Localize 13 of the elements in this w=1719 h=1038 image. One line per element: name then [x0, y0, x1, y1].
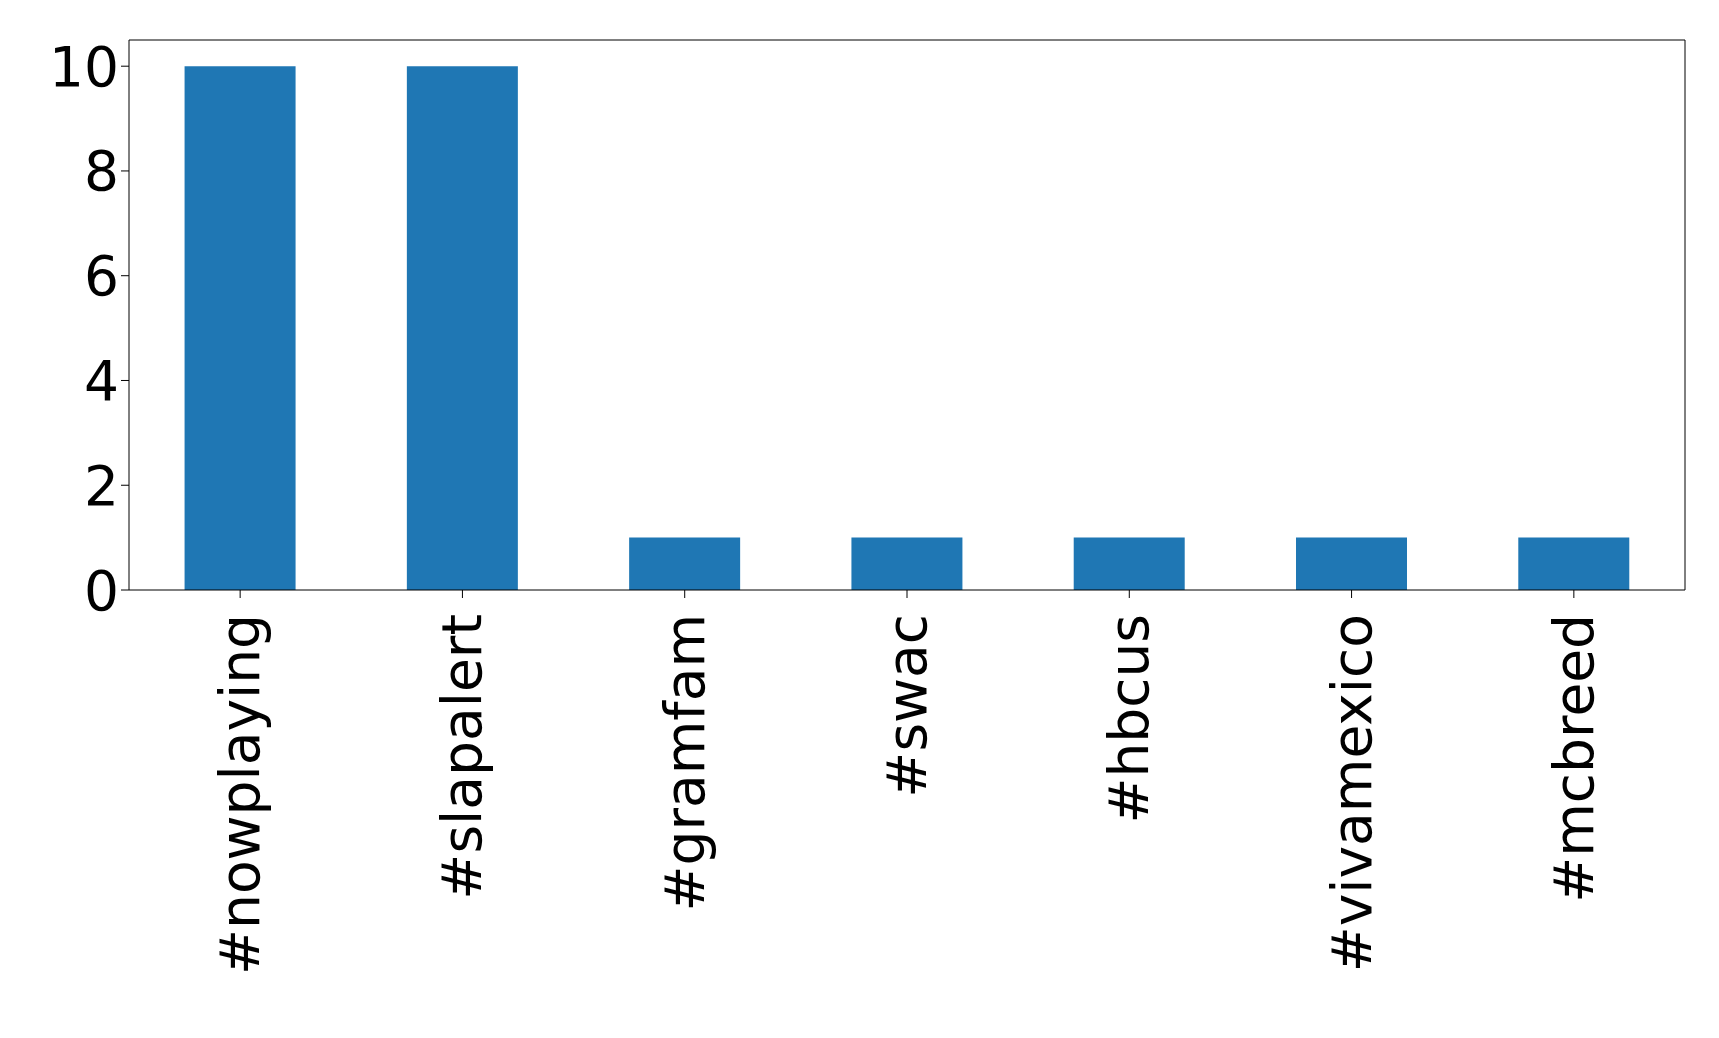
x-tick-label: #swac	[875, 614, 939, 798]
x-tick-label: #vivamexico	[1319, 614, 1384, 973]
y-tick-label: 6	[84, 244, 119, 309]
x-tick-label: #hbcus	[1097, 614, 1162, 824]
x-tick-label: #gramfam	[652, 614, 717, 912]
y-tick-label: 4	[84, 349, 119, 413]
x-tick-label: #slapalert	[430, 614, 495, 900]
y-tick-label: 2	[84, 453, 119, 518]
y-tick-label: 0	[84, 558, 119, 623]
y-tick-label: 8	[84, 139, 119, 204]
y-tick-label: 10	[49, 34, 119, 99]
x-tick-label: #nowplaying	[208, 614, 273, 976]
x-tick-label: #mcbreed	[1541, 614, 1606, 903]
